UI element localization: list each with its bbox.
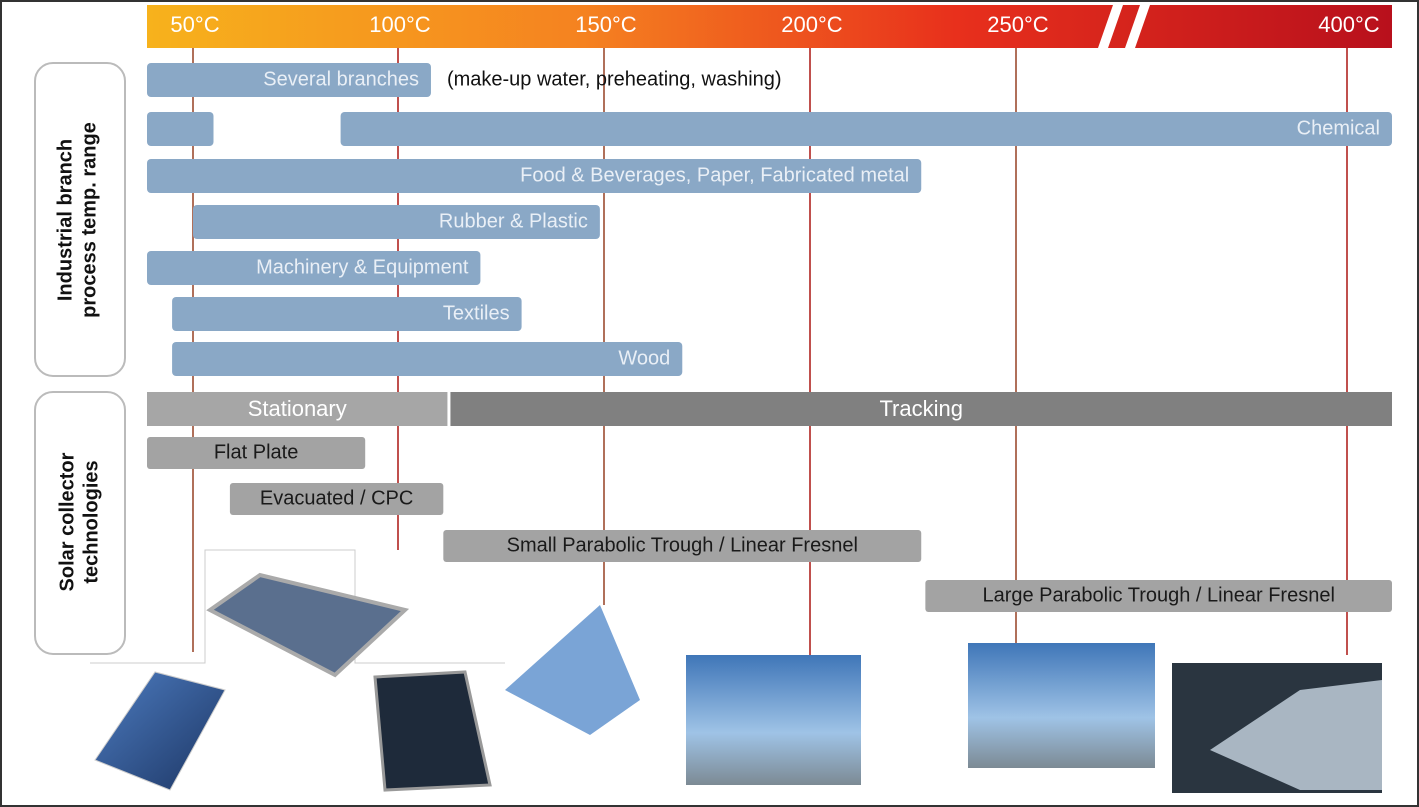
collector-label: Evacuated / CPC (260, 487, 413, 509)
photo (373, 670, 492, 792)
mode-bar (450, 392, 1392, 426)
range-bar (147, 159, 922, 193)
photo (94, 671, 226, 791)
collectors-label: Solar collector technologies (56, 452, 102, 591)
bar-note: (make-up water, preheating, washing) (447, 68, 782, 90)
axis-break (1098, 5, 1123, 48)
industry-label: Industrial branch process temp. range (54, 122, 100, 318)
bar-label: Textiles (443, 302, 510, 324)
photo (206, 572, 410, 678)
bar-label: Food & Beverages, Paper, Fabricated meta… (520, 164, 909, 186)
bar-label: Wood (618, 347, 670, 369)
collector-label: Flat Plate (214, 441, 298, 463)
bar-label: Rubber & Plastic (439, 210, 588, 232)
collector-bar (443, 530, 922, 562)
collector-label: Small Parabolic Trough / Linear Fresnel (507, 534, 858, 556)
collector-bar (925, 580, 1392, 612)
tick-label: 150°C (575, 12, 637, 37)
bar-label: Several branches (263, 68, 419, 90)
photo (505, 605, 640, 735)
range-bar (193, 205, 600, 239)
range-bar (172, 342, 683, 376)
side-label: Solar collector (56, 452, 78, 591)
range-bar (172, 297, 522, 331)
temperature-axis (147, 5, 1392, 48)
photos (90, 549, 1382, 793)
tick-label: 100°C (369, 12, 431, 37)
mode-label: Tracking (879, 396, 963, 421)
tick-label: 400°C (1318, 12, 1380, 37)
tick-label: 50°C (170, 12, 219, 37)
range-bar (340, 112, 1393, 146)
photo (1210, 680, 1382, 790)
side-label: Industrial branch (54, 139, 76, 301)
range-bar (147, 63, 431, 97)
bar-label: Machinery & Equipment (256, 256, 469, 278)
photo-frame (90, 549, 505, 664)
bar-label: Chemical (1297, 117, 1380, 139)
photo (968, 643, 1155, 768)
tick-label: 200°C (781, 12, 843, 37)
side-label: technologies (80, 460, 102, 583)
collector-bar (147, 437, 366, 469)
collector-bar (229, 483, 444, 515)
mode-bar (147, 392, 448, 426)
side-label: process temp. range (78, 122, 100, 318)
axis-break (1125, 5, 1150, 48)
collector-label: Large Parabolic Trough / Linear Fresnel (982, 584, 1334, 606)
mode-label: Stationary (248, 396, 347, 421)
tick-label: 250°C (987, 12, 1049, 37)
range-bar (147, 112, 214, 146)
range-bar (147, 251, 481, 285)
photo (686, 655, 861, 785)
group-bracket (34, 391, 126, 655)
group-bracket (34, 62, 126, 377)
